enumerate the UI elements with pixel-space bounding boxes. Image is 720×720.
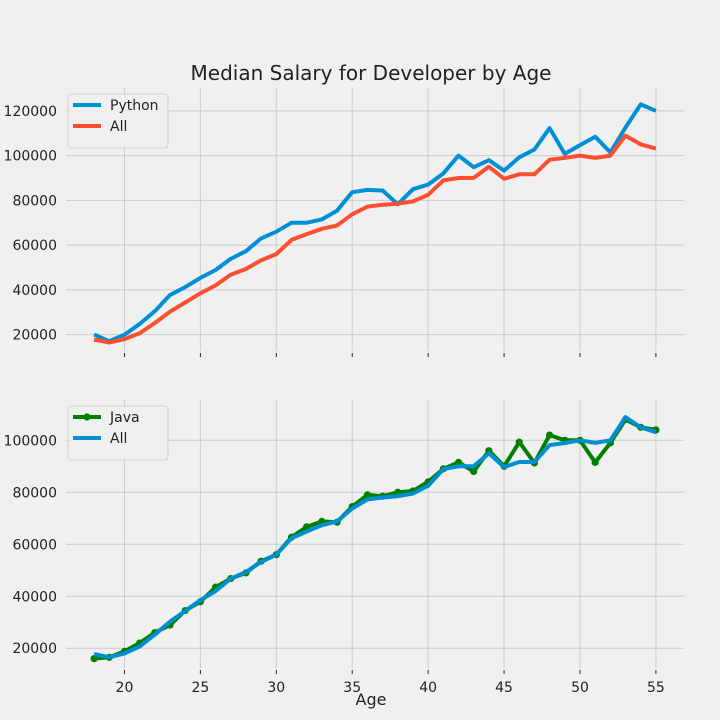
legend-box <box>67 93 169 149</box>
data-point <box>591 458 599 466</box>
data-point <box>546 431 554 439</box>
y-tick-label: 60000 <box>12 537 57 553</box>
x-tick-label: 35 <box>343 680 361 696</box>
y-tick-label: 40000 <box>12 589 57 605</box>
x-tick-label: 30 <box>267 680 285 696</box>
legend-label: Python <box>110 98 159 114</box>
y-tick-label: 60000 <box>12 238 57 254</box>
y-tick-label: 100000 <box>4 433 57 449</box>
data-point <box>90 655 98 663</box>
x-tick-label: 25 <box>191 680 209 696</box>
y-tick-label: 20000 <box>12 641 57 657</box>
x-tick-label: 55 <box>647 680 665 696</box>
x-tick-label: 20 <box>116 680 134 696</box>
x-axis-label: Age <box>356 690 387 709</box>
y-tick-label: 80000 <box>12 193 57 209</box>
data-point <box>454 458 463 466</box>
data-point <box>363 491 372 499</box>
y-tick-label: 100000 <box>4 149 57 165</box>
chart-panel-2: 20000 40000 60000 80000 100000 20 25 30 35 40 45 50… <box>4 400 684 696</box>
series-line-python <box>93 102 657 344</box>
data-point <box>515 438 523 446</box>
chart-title: Median Salary for Developer by Age <box>191 61 552 85</box>
y-tick-label: 120000 <box>4 104 57 120</box>
data-point <box>470 467 478 476</box>
legend-label: All <box>110 431 127 447</box>
legend-marker <box>83 413 91 421</box>
y-tick-label: 40000 <box>12 283 57 299</box>
y-tick-label: 80000 <box>12 485 57 501</box>
legend-box <box>67 405 169 461</box>
legend-label: All <box>110 119 127 135</box>
x-tick-label: 45 <box>495 680 513 696</box>
series-line-all <box>93 133 657 345</box>
legend-label: Java <box>109 410 140 426</box>
series-line-all <box>93 415 657 660</box>
chart-panel-1: 20000 40000 60000 80000 100000 120000 Python Al… <box>4 88 684 357</box>
x-tick-label: 40 <box>419 680 437 696</box>
x-tick-label: 50 <box>571 680 589 696</box>
y-tick-label: 20000 <box>12 328 57 344</box>
